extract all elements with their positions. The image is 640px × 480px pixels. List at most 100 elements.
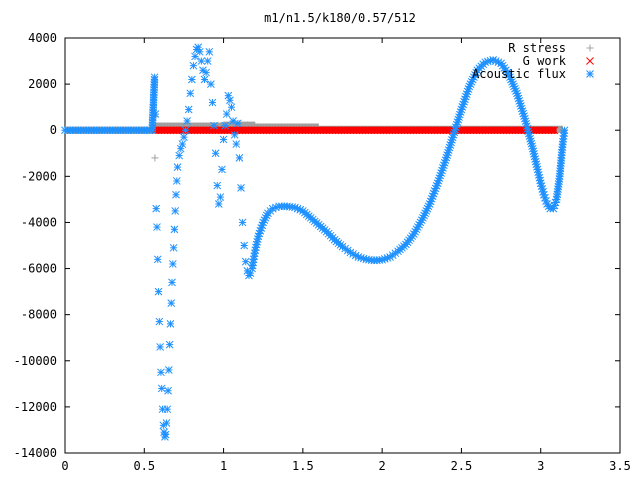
series-point xyxy=(456,108,465,116)
series-point xyxy=(340,126,349,135)
y-tick-label: -14000 xyxy=(14,446,57,460)
legend-label: Acoustic flux xyxy=(472,67,566,81)
series-point xyxy=(391,126,400,135)
series-point xyxy=(322,126,331,135)
series-point xyxy=(237,184,245,192)
series-point xyxy=(505,126,514,135)
series-point xyxy=(197,57,206,65)
x-tick-label: 1.5 xyxy=(292,459,314,473)
series-point xyxy=(218,165,226,174)
y-tick-label: -8000 xyxy=(21,308,57,322)
series-point xyxy=(153,223,161,231)
series-point xyxy=(388,126,397,135)
series-point xyxy=(217,126,226,135)
series-point xyxy=(268,126,277,135)
series-point xyxy=(558,140,567,149)
series-point xyxy=(418,126,427,135)
series-point xyxy=(235,154,244,162)
series-point xyxy=(238,126,247,135)
series-point xyxy=(361,126,370,135)
legend-label: G work xyxy=(523,54,567,68)
series-point xyxy=(379,126,388,135)
series-point xyxy=(457,126,466,135)
series-point xyxy=(180,133,188,141)
series-point xyxy=(156,343,164,351)
series-point xyxy=(262,211,271,220)
series-point xyxy=(376,126,385,135)
series-point xyxy=(430,126,439,135)
series-point xyxy=(241,257,250,266)
series-point xyxy=(512,87,520,95)
series-point xyxy=(167,299,176,307)
series-point xyxy=(496,126,505,135)
y-tick-label: -4000 xyxy=(21,215,57,229)
series-point xyxy=(224,91,233,100)
x-tick-label: 3.5 xyxy=(609,459,631,473)
legend-marker xyxy=(586,44,594,52)
series-point xyxy=(328,126,337,135)
series-point xyxy=(336,241,345,249)
series-point xyxy=(213,181,222,190)
series-point xyxy=(292,126,301,135)
series-point xyxy=(153,255,162,264)
series-point xyxy=(160,126,169,135)
series-point xyxy=(536,176,544,185)
series-point xyxy=(289,126,298,135)
series-point xyxy=(298,126,307,135)
series-point xyxy=(256,126,265,135)
series-point xyxy=(487,126,496,135)
series-point xyxy=(436,126,445,135)
series-point xyxy=(230,130,239,139)
series-point xyxy=(169,126,178,135)
series-point xyxy=(166,126,175,135)
series-point xyxy=(493,126,502,135)
series-point xyxy=(168,260,177,268)
x-tick-label: 0 xyxy=(61,459,68,473)
series-point xyxy=(166,320,175,328)
series-point xyxy=(211,149,220,158)
series-point xyxy=(205,47,214,56)
series-point xyxy=(310,126,319,135)
series-point xyxy=(221,121,230,130)
series-point xyxy=(193,126,202,135)
series-point xyxy=(424,126,433,135)
series-point xyxy=(412,126,421,135)
series-point xyxy=(247,126,256,135)
series-point xyxy=(286,126,295,135)
series-point xyxy=(154,126,163,135)
series-point xyxy=(539,188,547,196)
series-point xyxy=(475,126,484,135)
plot-frame xyxy=(64,37,621,454)
series-point xyxy=(408,232,417,240)
series-point xyxy=(466,126,475,135)
x-tick-label: 0.5 xyxy=(133,459,155,473)
legend-marker xyxy=(586,70,594,78)
series-point xyxy=(409,126,418,135)
y-tick-label: -6000 xyxy=(21,262,57,276)
series-point xyxy=(241,126,250,135)
series-point xyxy=(152,204,161,213)
series-point xyxy=(175,151,184,160)
series-point xyxy=(187,126,196,135)
series-point xyxy=(232,140,241,148)
series-point xyxy=(508,126,517,135)
series-point xyxy=(439,126,448,135)
series-point xyxy=(170,225,179,234)
series-point xyxy=(240,241,249,250)
series-point xyxy=(203,57,212,65)
series-point xyxy=(355,126,364,135)
series-point xyxy=(271,126,280,135)
legend-marker xyxy=(586,57,594,65)
series-point xyxy=(343,126,352,135)
series-point xyxy=(220,126,229,135)
series-point xyxy=(400,126,409,135)
series-point xyxy=(253,126,262,135)
series-point xyxy=(169,243,178,252)
series-point xyxy=(295,126,304,135)
series-point xyxy=(249,258,258,267)
series-point xyxy=(222,110,231,118)
series-point xyxy=(385,126,394,135)
series-point xyxy=(472,68,481,77)
series-point xyxy=(238,218,247,227)
series-point xyxy=(346,126,355,135)
